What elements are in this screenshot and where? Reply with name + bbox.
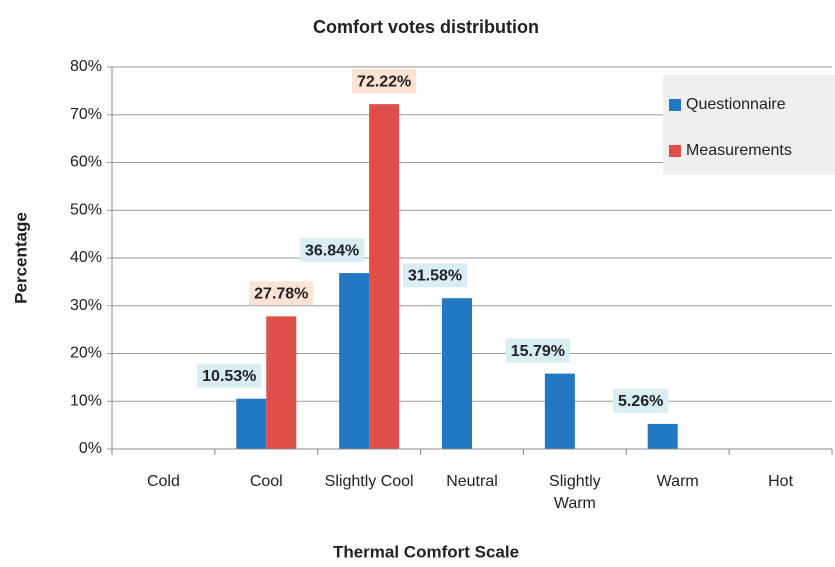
legend-swatch (669, 99, 681, 111)
y-axis-label: Percentage (11, 212, 30, 304)
x-tick-label: Slightly Warm (549, 473, 601, 512)
data-label: 27.78% (254, 286, 308, 303)
data-label: 10.53% (202, 368, 256, 385)
data-label: 36.84% (305, 242, 359, 259)
data-label-bg (300, 238, 365, 263)
bar (339, 273, 370, 449)
legend-label: Questionnaire (686, 96, 786, 113)
x-tick-label: Hot (768, 473, 794, 490)
y-tick-label: 80% (70, 58, 102, 75)
y-tick-label: 10% (70, 392, 102, 409)
y-tick-label: 20% (70, 345, 102, 362)
data-label-bg (197, 363, 262, 388)
y-tick-label: 30% (70, 297, 102, 314)
bar (647, 423, 678, 449)
legend-swatch (669, 145, 681, 157)
data-label: 72.22% (357, 73, 411, 90)
y-tick-label: 50% (70, 201, 102, 218)
data-label: 5.26% (618, 393, 663, 410)
x-tick-label: Slightly Cool (324, 473, 414, 490)
data-label: 15.79% (511, 343, 565, 360)
data-label: 31.58% (408, 267, 462, 284)
bar (266, 316, 297, 449)
x-tick-label: Warm (656, 473, 699, 490)
x-tick-label: Neutral (446, 473, 498, 490)
y-tick-label: 70% (70, 106, 102, 123)
legend-label: Measurements (686, 142, 792, 159)
x-axis-label: Thermal Comfort Scale (333, 542, 519, 561)
data-label-bg (249, 281, 314, 306)
x-tick-label: Cold (146, 473, 180, 490)
y-tick-label: 40% (70, 249, 102, 266)
x-tick-label: Cool (249, 473, 283, 490)
legend-box (663, 75, 835, 175)
bar (544, 373, 575, 449)
data-label-bg (352, 69, 417, 94)
y-tick-label: 60% (70, 154, 102, 171)
data-label-bg (613, 388, 669, 413)
data-label-bg (402, 263, 468, 288)
data-label-bg (505, 338, 570, 363)
chart-title: Comfort votes distribution (313, 17, 539, 37)
y-tick-label: 0% (79, 440, 102, 457)
bar (369, 104, 400, 449)
bar (442, 298, 472, 449)
bar (236, 398, 267, 449)
